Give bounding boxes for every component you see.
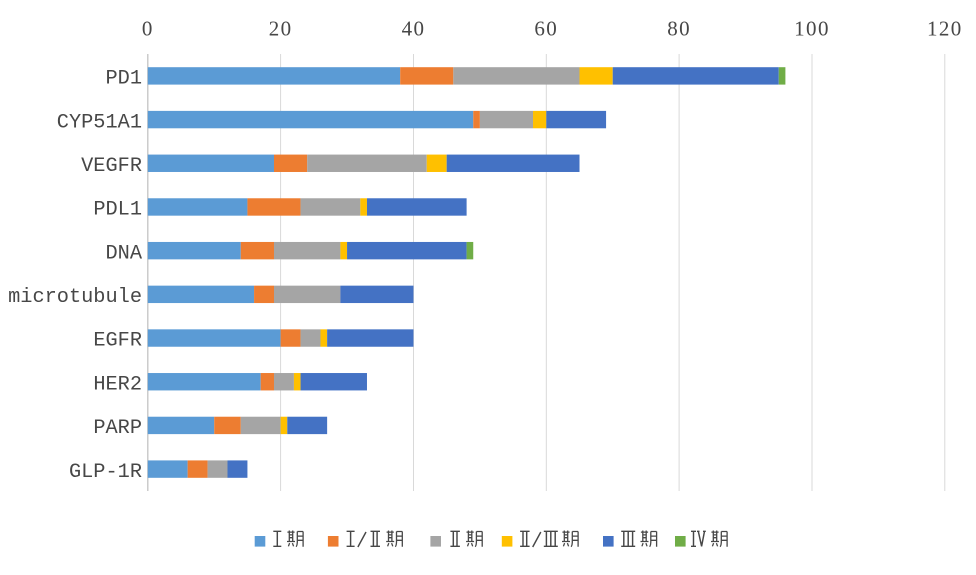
svg-text:0: 0 (142, 17, 154, 41)
svg-text:60: 60 (534, 17, 558, 41)
svg-text:VEGFR: VEGFR (81, 155, 142, 178)
svg-text:40: 40 (402, 17, 426, 41)
svg-text:HER2: HER2 (93, 373, 142, 396)
svg-text:microtubule: microtubule (8, 286, 142, 309)
svg-text:CYP51A1: CYP51A1 (57, 111, 142, 134)
svg-text:100: 100 (794, 17, 830, 41)
svg-text:DNA: DNA (105, 242, 142, 265)
svg-text:GLP-1R: GLP-1R (69, 461, 142, 484)
svg-text:20: 20 (269, 17, 293, 41)
svg-text:EGFR: EGFR (93, 330, 142, 353)
svg-text:PDL1: PDL1 (93, 199, 142, 222)
svg-text:120: 120 (927, 17, 963, 41)
svg-text:PD1: PD1 (105, 68, 142, 91)
svg-text:80: 80 (667, 17, 691, 41)
svg-text:PARP: PARP (93, 417, 142, 440)
